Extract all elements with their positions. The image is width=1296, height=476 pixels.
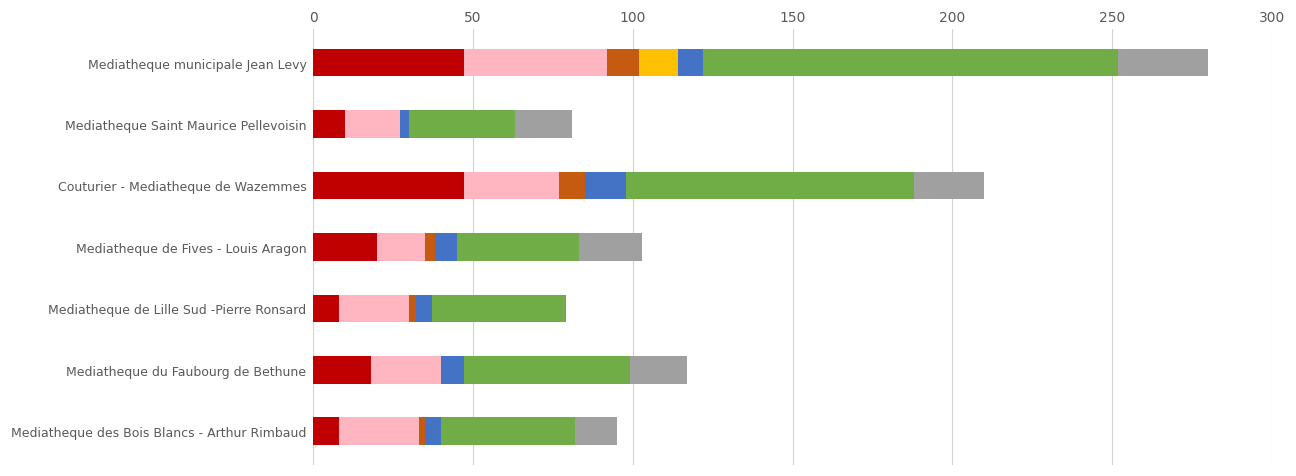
Bar (419, 417, 425, 445)
Bar (399, 111, 410, 139)
Bar (340, 417, 419, 445)
Bar (464, 50, 608, 77)
Bar (464, 356, 630, 384)
Bar (639, 50, 678, 77)
Bar (626, 172, 914, 200)
Bar (314, 356, 371, 384)
Bar (515, 111, 572, 139)
Bar (425, 234, 435, 261)
Bar (377, 234, 425, 261)
Bar (575, 417, 617, 445)
Bar (1118, 50, 1208, 77)
Bar (314, 417, 340, 445)
Bar (416, 295, 432, 323)
Bar (630, 356, 687, 384)
Bar (464, 172, 560, 200)
Bar (441, 356, 464, 384)
Bar (678, 50, 704, 77)
Bar (608, 50, 639, 77)
Bar (441, 417, 575, 445)
Bar (425, 417, 441, 445)
Bar (578, 234, 643, 261)
Bar (340, 295, 410, 323)
Bar (410, 295, 416, 323)
Bar (584, 172, 626, 200)
Bar (435, 234, 457, 261)
Bar (314, 50, 464, 77)
Bar (457, 234, 578, 261)
Bar (314, 295, 340, 323)
Bar (704, 50, 1118, 77)
Bar (560, 172, 584, 200)
Bar (371, 356, 441, 384)
Bar (314, 111, 345, 139)
Bar (314, 234, 377, 261)
Bar (345, 111, 399, 139)
Bar (410, 111, 515, 139)
Bar (432, 295, 566, 323)
Bar (914, 172, 984, 200)
Bar (314, 172, 464, 200)
